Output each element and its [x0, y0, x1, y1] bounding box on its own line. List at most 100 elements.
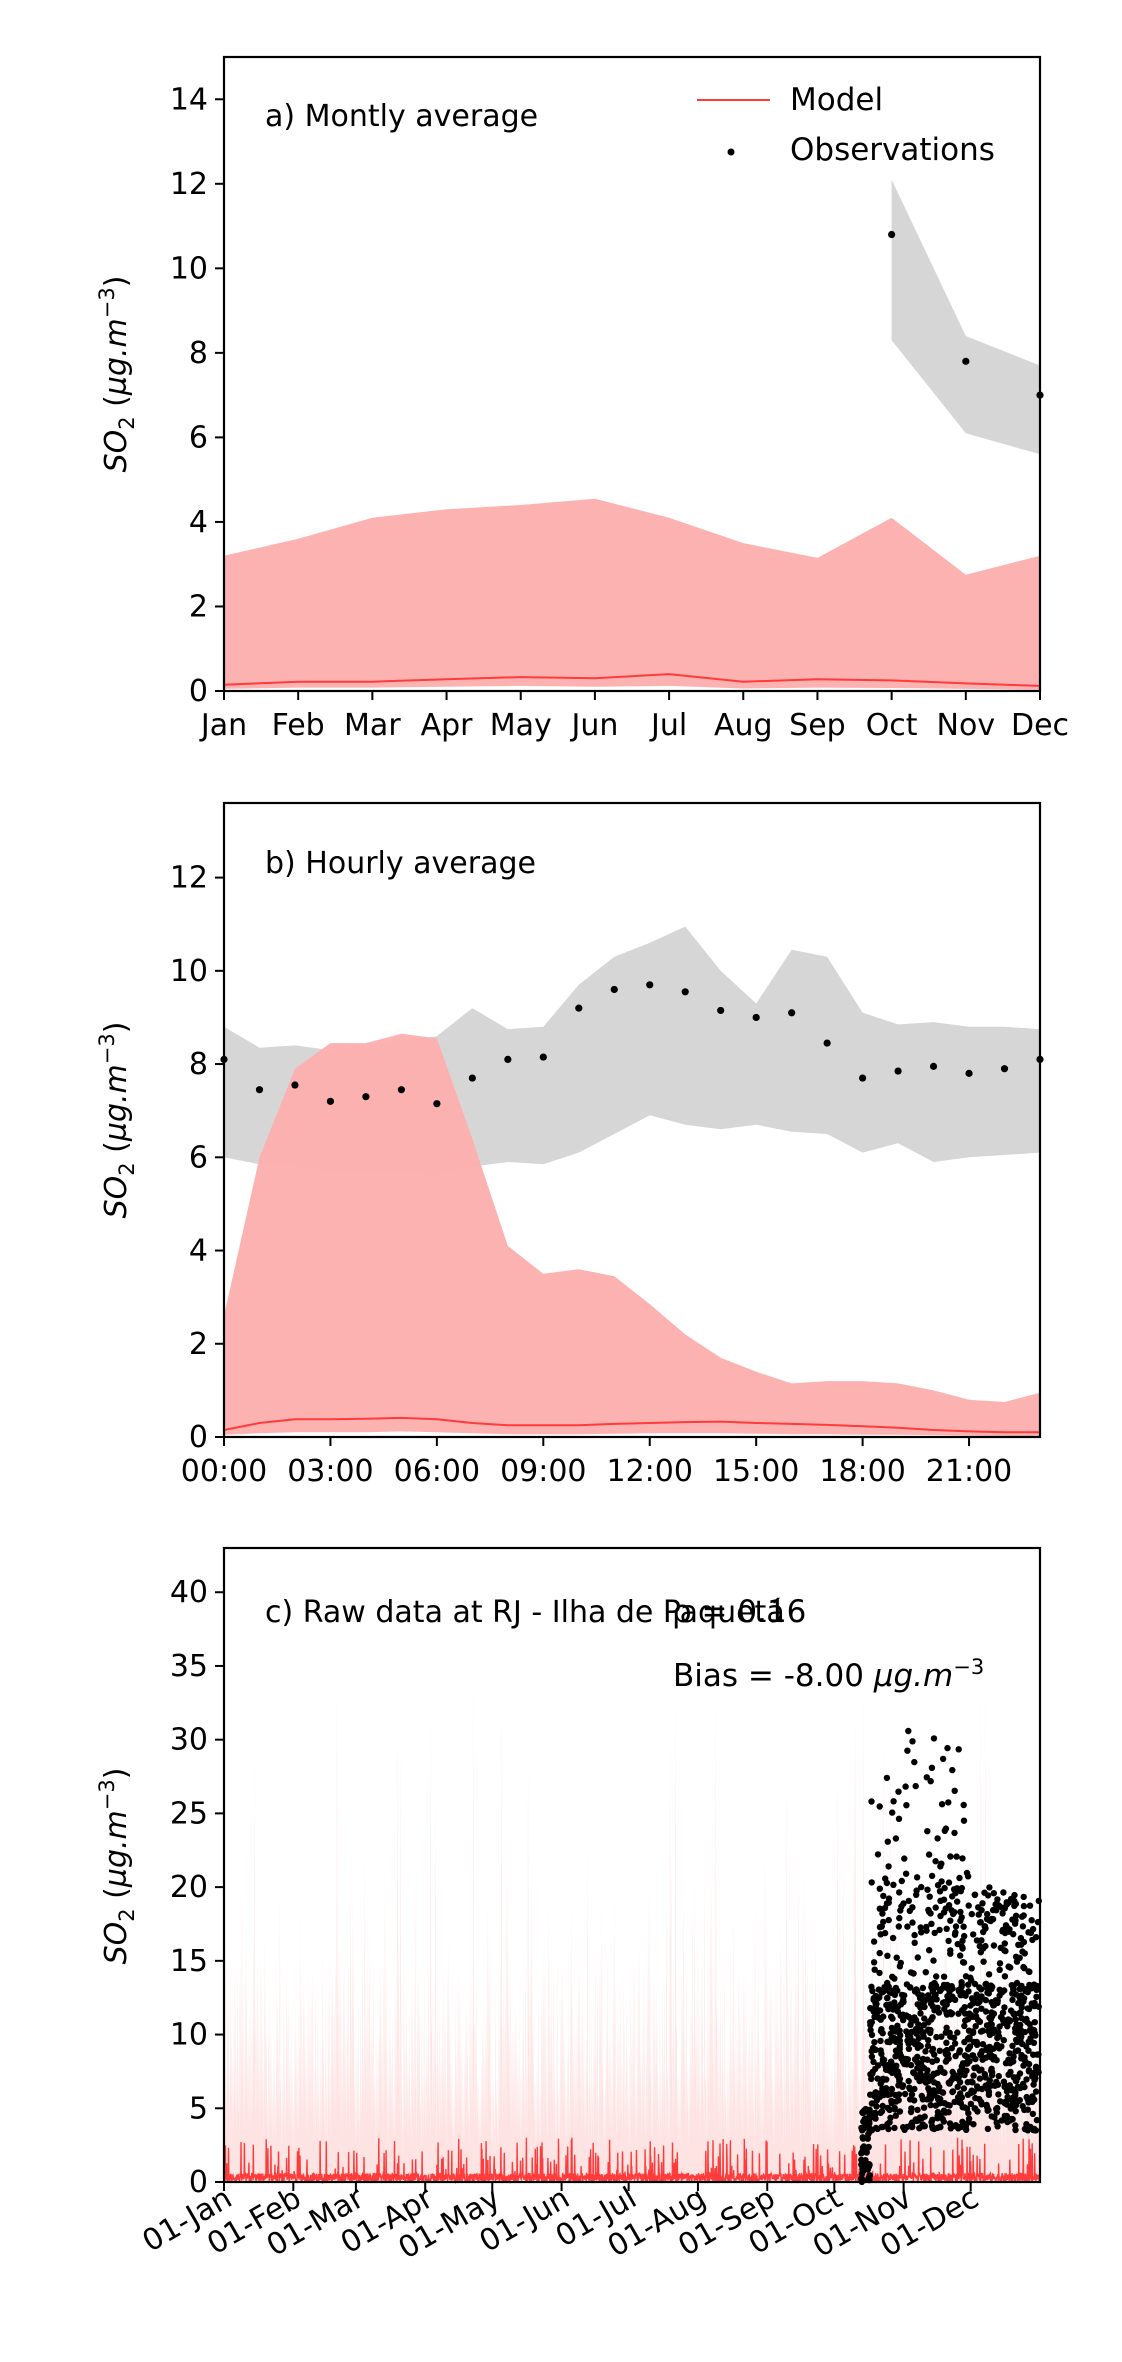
x-tick-label: 06:00 — [394, 1454, 480, 1489]
observation-point — [869, 1987, 876, 1995]
observation-point — [924, 1992, 932, 1999]
observation-point — [960, 1817, 968, 1824]
observation-point — [326, 1097, 335, 1105]
observation-point — [884, 2120, 891, 2128]
observation-point — [908, 2017, 915, 2025]
observation-point — [871, 2039, 878, 2046]
observation-point — [1003, 2101, 1011, 2108]
observation-point — [931, 1929, 938, 1937]
observation-point — [1031, 2019, 1039, 2026]
model-line — [223, 673, 1041, 687]
observation-point — [938, 1801, 946, 1808]
observation-point — [903, 2028, 910, 2035]
observation-point — [865, 2174, 873, 2181]
observation-point — [967, 2100, 975, 2108]
observation-point — [1007, 2068, 1014, 2076]
observation-point — [915, 2117, 922, 2124]
observation-point — [943, 2046, 951, 2054]
observation-point — [959, 1855, 966, 1862]
observation-point — [979, 2027, 987, 2034]
observation-point — [998, 2117, 1005, 2124]
observation-point — [1021, 1965, 1028, 1972]
observation-point — [879, 1910, 886, 1917]
observation-point — [867, 2027, 874, 2034]
observation-point — [1021, 2083, 1028, 2091]
observation-point — [860, 2167, 867, 2174]
observation-point — [930, 1957, 937, 1964]
observation-point — [913, 1891, 920, 1899]
observation-point — [968, 1910, 975, 1918]
observation-point — [956, 1874, 963, 1882]
observation-point — [902, 1783, 909, 1790]
observation-point — [995, 2091, 1002, 2098]
observation-point — [1018, 1982, 1025, 1990]
observation-point — [929, 2045, 937, 2053]
observation-point — [874, 2014, 882, 2021]
observation-point — [936, 1926, 943, 1934]
observation-point — [914, 2106, 921, 2114]
observation-point — [1032, 2032, 1039, 2039]
observation-point — [980, 1958, 987, 1965]
observation-point — [923, 1774, 930, 1781]
observation-point — [949, 1766, 956, 1774]
model-range-band — [224, 1033, 1040, 1437]
observation-point — [979, 1900, 986, 1907]
panel-title: a) Montly average — [265, 99, 538, 134]
observation-point — [904, 2037, 911, 2044]
observation-point — [873, 2103, 880, 2110]
observation-point — [951, 1931, 959, 1938]
observation-point — [948, 2045, 955, 2052]
observation-point — [859, 2109, 867, 2117]
observation-point — [1030, 2069, 1038, 2077]
observation-point — [929, 1062, 938, 1070]
observation-point — [876, 2007, 884, 2014]
observation-point — [906, 2096, 914, 2103]
observation-point — [981, 1923, 989, 1930]
observation-point — [957, 1908, 964, 1916]
observation-point — [875, 2062, 882, 2069]
observation-point — [956, 2047, 964, 2054]
observation-point — [964, 2035, 972, 2042]
observation-point — [1027, 2035, 1034, 2042]
observation-point — [999, 1910, 1006, 1917]
observation-point — [985, 2080, 992, 2088]
observation-point — [993, 2109, 1000, 2116]
observation-point — [927, 2101, 934, 2109]
observation-point — [995, 1902, 1003, 1909]
y-tick-label: 0 — [189, 2165, 208, 2200]
observation-point — [965, 1069, 973, 1077]
y-tick-label: 12 — [170, 167, 208, 202]
observation-point — [1018, 1913, 1026, 1920]
observation-point — [912, 2056, 919, 2063]
observation-point — [874, 2075, 881, 2082]
observation-point — [936, 2047, 943, 2054]
observation-point — [901, 1992, 908, 1999]
observation-point — [925, 1908, 933, 1916]
observation-point — [896, 2108, 904, 2115]
observation-point — [910, 2038, 917, 2045]
plot-frame — [222, 55, 1042, 693]
observation-point — [922, 1969, 929, 1976]
observation-point — [1002, 1947, 1009, 1955]
observation-point — [908, 2091, 916, 2098]
observation-point — [960, 1801, 967, 1809]
observation-point — [930, 2087, 937, 2094]
observation-point — [1009, 1996, 1016, 2004]
observation-point — [1017, 2009, 1024, 2016]
observation-point — [1016, 2070, 1024, 2077]
observation-point — [1019, 1923, 1027, 1930]
observation-point — [933, 2057, 940, 2064]
observation-point — [1012, 2108, 1019, 2115]
observation-point — [976, 1942, 983, 1950]
panel-monthly-average: 0 2 4 6 8 10 12 14 Jan Feb Mar Apr May Jun Jul Aug Sep O… — [95, 55, 1069, 743]
observation-point — [880, 2013, 887, 2020]
observation-point — [952, 2122, 959, 2129]
observation-point — [1020, 1893, 1027, 1901]
x-tick-label: May — [490, 708, 552, 743]
y-tick-label: 8 — [189, 336, 208, 371]
observation-point — [1033, 1993, 1040, 2001]
observation-point — [902, 1870, 910, 1877]
observation-point — [939, 2089, 947, 2096]
observation-point — [998, 2043, 1005, 2050]
